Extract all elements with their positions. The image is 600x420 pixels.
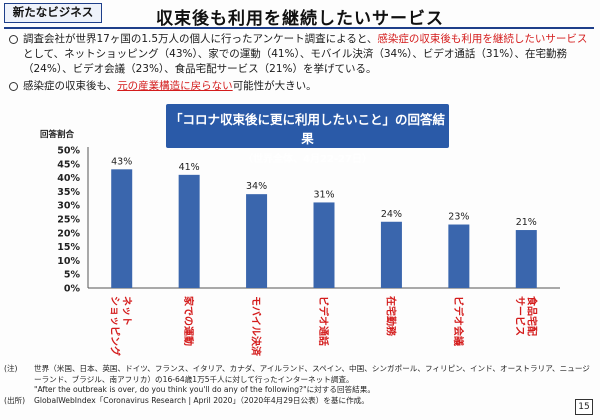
footnote-text: "After the outbreak is over, do you thin…	[34, 385, 375, 394]
bullet-text: 可能性が大きい。	[232, 80, 317, 92]
bullet-text: 調査会社が世界17ヶ国の1.5万人の個人に行ったアンケート調査によると、	[23, 33, 378, 45]
page-title: 収束後も利用を継続したいサービス	[156, 9, 444, 29]
circle-bullet-icon	[9, 82, 18, 91]
bar	[313, 202, 335, 288]
y-tick-label: 45%	[57, 159, 80, 170]
footnote-row: (注) 世界（米国、日本、英国、ドイツ、フランス、イタリア、カナダ、アイルランド…	[4, 364, 594, 385]
data-label: 34%	[246, 181, 267, 192]
bullet-list: 調査会社が世界17ヶ国の1.5万人の個人に行ったアンケート調査によると、感染症の…	[8, 32, 593, 96]
y-axis-label: 回答割合	[40, 130, 75, 140]
bullet-highlight: 元の産業構造に戻らない	[117, 80, 233, 92]
bar	[246, 194, 268, 288]
x-category-label: 在宅勤務	[384, 296, 397, 337]
footnote-key: (注)	[4, 364, 18, 373]
chart-title: 「コロナ収束後に更に利用したいこと」の回答結果	[169, 112, 445, 146]
data-label: 41%	[179, 162, 200, 173]
x-category-label: モバイル決済	[250, 296, 263, 357]
x-category-label: ショッピング	[109, 296, 122, 356]
y-tick-label: 20%	[57, 228, 80, 239]
x-category-label: ネット	[121, 296, 133, 326]
data-label: 21%	[516, 217, 537, 228]
x-category-label: 食品宅配	[525, 295, 538, 336]
y-tick-label: 25%	[57, 215, 80, 226]
circle-bullet-icon	[9, 35, 18, 44]
y-tick-label: 10%	[57, 256, 80, 267]
data-label: 31%	[313, 189, 334, 200]
page-number: 15	[575, 399, 593, 415]
title-divider	[4, 27, 594, 29]
y-tick-label: 30%	[57, 201, 80, 212]
footnote-key: (出所)	[4, 395, 26, 405]
footnote-text: 世界（米国、日本、英国、ドイツ、フランス、イタリア、カナダ、アイルランド、スペイ…	[34, 364, 590, 384]
x-category-label: 家での運動	[182, 296, 195, 346]
bullet-text: 感染症の収束後も、	[23, 80, 118, 92]
bar	[178, 174, 200, 288]
y-tick-label: 5%	[64, 270, 81, 281]
x-category-label: サービス	[513, 296, 526, 336]
footnotes: (注) 世界（米国、日本、英国、ドイツ、フランス、イタリア、カナダ、アイルランド…	[4, 364, 594, 406]
data-label: 23%	[448, 212, 469, 223]
bullet-item-1: 調査会社が世界17ヶ国の1.5万人の個人に行ったアンケート調査によると、感染症の…	[8, 32, 593, 77]
footnote-text: GlobalWebIndex「Coronavirus Research | Ap…	[34, 395, 369, 405]
chart-subtitle: （世界全体、4月22-27日）	[243, 154, 372, 165]
footnote-row: "After the outbreak is over, do you thin…	[4, 385, 594, 396]
footnote-row: (出所) GlobalWebIndex「Coronavirus Research…	[4, 396, 594, 407]
y-tick-label: 50%	[57, 146, 80, 157]
y-tick-label: 35%	[57, 187, 80, 198]
bar	[515, 230, 537, 288]
data-label: 43%	[111, 156, 132, 167]
data-label: 24%	[381, 209, 402, 220]
bar	[111, 169, 133, 288]
y-tick-label: 15%	[57, 242, 80, 253]
bullet-item-2: 感染症の収束後も、元の産業構造に戻らない可能性が大きい。	[8, 79, 593, 94]
chart-title-box: 「コロナ収束後に更に利用したいこと」の回答結果 （世界全体、4月22-27日）	[166, 104, 449, 165]
bullet-highlight: 感染症の収束後も利用を継続したいサービス	[377, 33, 588, 45]
x-category-label: ビデオ通話	[317, 296, 330, 346]
y-tick-label: 40%	[57, 173, 80, 184]
bullet-text: として、ネットショッピング（43%）、家での運動（41%）、モバイル決済（34%…	[23, 48, 568, 75]
y-tick-label: 0%	[64, 284, 81, 295]
x-category-label: ビデオ会議	[452, 296, 465, 346]
footnote-key	[4, 385, 34, 396]
bar	[448, 224, 470, 288]
bar	[380, 221, 402, 288]
section-tag: 新たなビジネス	[4, 3, 102, 23]
